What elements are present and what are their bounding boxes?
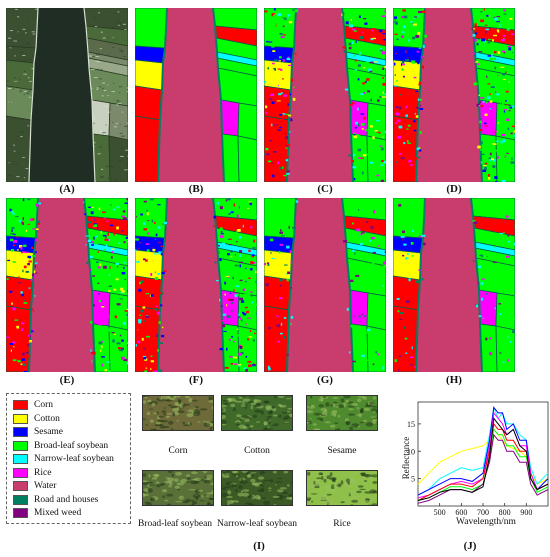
panel-d-image xyxy=(393,8,515,182)
x-tick-label: 800 xyxy=(499,508,511,517)
legend-swatch xyxy=(13,494,28,505)
photo-label-corn: Corn xyxy=(168,446,188,456)
class-legend: Corn Cotton Sesame Broad-leaf soybean Na… xyxy=(6,393,131,524)
panel-f-image xyxy=(135,198,257,372)
legend-swatch xyxy=(13,467,28,478)
caption-b: (B) xyxy=(188,183,204,195)
legend-label: Water xyxy=(34,481,57,491)
caption-c: (C) xyxy=(317,183,333,195)
spectral-series-line-2 xyxy=(417,406,549,496)
legend-label: Narrow-leaf soybean xyxy=(34,454,114,464)
y-tick-label: 15 xyxy=(407,420,415,429)
legend-swatch xyxy=(13,400,28,410)
crop-photo-corn xyxy=(142,395,214,431)
legend-swatch xyxy=(13,508,28,518)
satellite-rgb-image xyxy=(6,8,128,182)
photo-label-narrow-leaf-soybean: Narrow-leaf soybean xyxy=(217,519,297,529)
crop-photo-rice xyxy=(306,470,378,506)
legend-item-narrow-leaf-soybean: Narrow-leaf soybean xyxy=(13,453,114,465)
photo-label-cotton: Cotton xyxy=(244,446,270,456)
caption-g: (G) xyxy=(317,374,333,386)
broad-leaf-soybean-photo-image xyxy=(143,471,213,505)
photo-label-sesame: Sesame xyxy=(327,446,357,456)
x-tick-label: 600 xyxy=(455,508,467,517)
caption-f: (F) xyxy=(188,374,204,386)
legend-item-sesame: Sesame xyxy=(13,426,63,438)
legend-label: Rice xyxy=(34,467,52,478)
rice-photo-image xyxy=(307,471,377,505)
cotton-photo-image xyxy=(222,396,292,430)
panel-c-image xyxy=(264,8,386,182)
panel-e-image xyxy=(6,198,128,372)
panel-h-image xyxy=(393,198,515,372)
x-tick-label: 700 xyxy=(477,508,489,517)
classification-map-c xyxy=(264,8,386,182)
classification-map-d xyxy=(393,8,515,182)
legend-label: Cotton xyxy=(34,413,60,424)
panel-b-image xyxy=(135,8,257,182)
x-tick-label: 500 xyxy=(434,508,446,517)
x-axis-label: Wavelength/nm xyxy=(456,517,517,527)
photo-label-broad-leaf-soybean: Broad-leaf soybean xyxy=(137,519,213,529)
sesame-photo-image xyxy=(307,396,377,430)
y-tick-label: 5 xyxy=(411,475,415,484)
legend-item-mixed-weed: Mixed weed xyxy=(13,507,81,519)
legend-swatch xyxy=(13,413,28,424)
legend-swatch xyxy=(13,440,28,451)
caption-d: (D) xyxy=(446,183,462,195)
legend-label: Road and houses xyxy=(34,494,99,505)
legend-item-water: Water xyxy=(13,480,56,492)
photo-label-rice: Rice xyxy=(333,519,351,529)
caption-h: (H) xyxy=(446,374,462,386)
y-axis-label: Reflectance xyxy=(401,437,411,479)
crop-photo-narrow-leaf-soybean xyxy=(221,470,293,506)
legend-swatch xyxy=(13,481,28,491)
x-tick-label: 900 xyxy=(520,508,532,517)
panel-g-image xyxy=(264,198,386,372)
crop-photo-sesame xyxy=(306,395,378,431)
legend-item-cotton: Cotton xyxy=(13,413,60,425)
classification-map-h xyxy=(393,198,515,372)
legend-swatch xyxy=(13,427,28,437)
crop-photo-broad-leaf-soybean xyxy=(142,470,214,506)
caption-j: (J) xyxy=(463,540,477,552)
spectral-chart-svg: Reflectance Wavelength/nm 500 600 700 800 90… xyxy=(401,401,549,527)
corn-photo-image xyxy=(143,396,213,430)
panel-a-image xyxy=(6,8,128,182)
classification-map-e xyxy=(6,198,128,372)
spectral-series-line-5 xyxy=(417,428,549,501)
caption-e: (E) xyxy=(59,374,75,386)
y-tick-label: 10 xyxy=(407,447,415,456)
spectral-reflectance-chart: Reflectance Wavelength/nm 500 600 700 800 90… xyxy=(398,396,550,528)
legend-label: Corn xyxy=(34,400,53,410)
legend-label: Broad-leaf soybean xyxy=(34,440,109,451)
spectral-series-line-7 xyxy=(417,417,549,501)
caption-i: (I) xyxy=(253,540,265,552)
caption-a: (A) xyxy=(59,183,75,195)
narrow-leaf-soybean-photo-image xyxy=(222,471,292,505)
classification-map-f xyxy=(135,198,257,372)
legend-item-broad-leaf-soybean: Broad-leaf soybean xyxy=(13,440,108,452)
legend-swatch xyxy=(13,454,28,464)
legend-label: Mixed weed xyxy=(34,508,82,518)
classification-map-g xyxy=(264,198,386,372)
legend-label: Sesame xyxy=(34,427,64,437)
ground-truth-map xyxy=(135,8,257,182)
legend-item-corn: Corn xyxy=(13,399,53,411)
legend-item-rice: Rice xyxy=(13,467,51,479)
crop-photo-cotton xyxy=(221,395,293,431)
legend-item-road-and-houses: Road and houses xyxy=(13,494,98,506)
